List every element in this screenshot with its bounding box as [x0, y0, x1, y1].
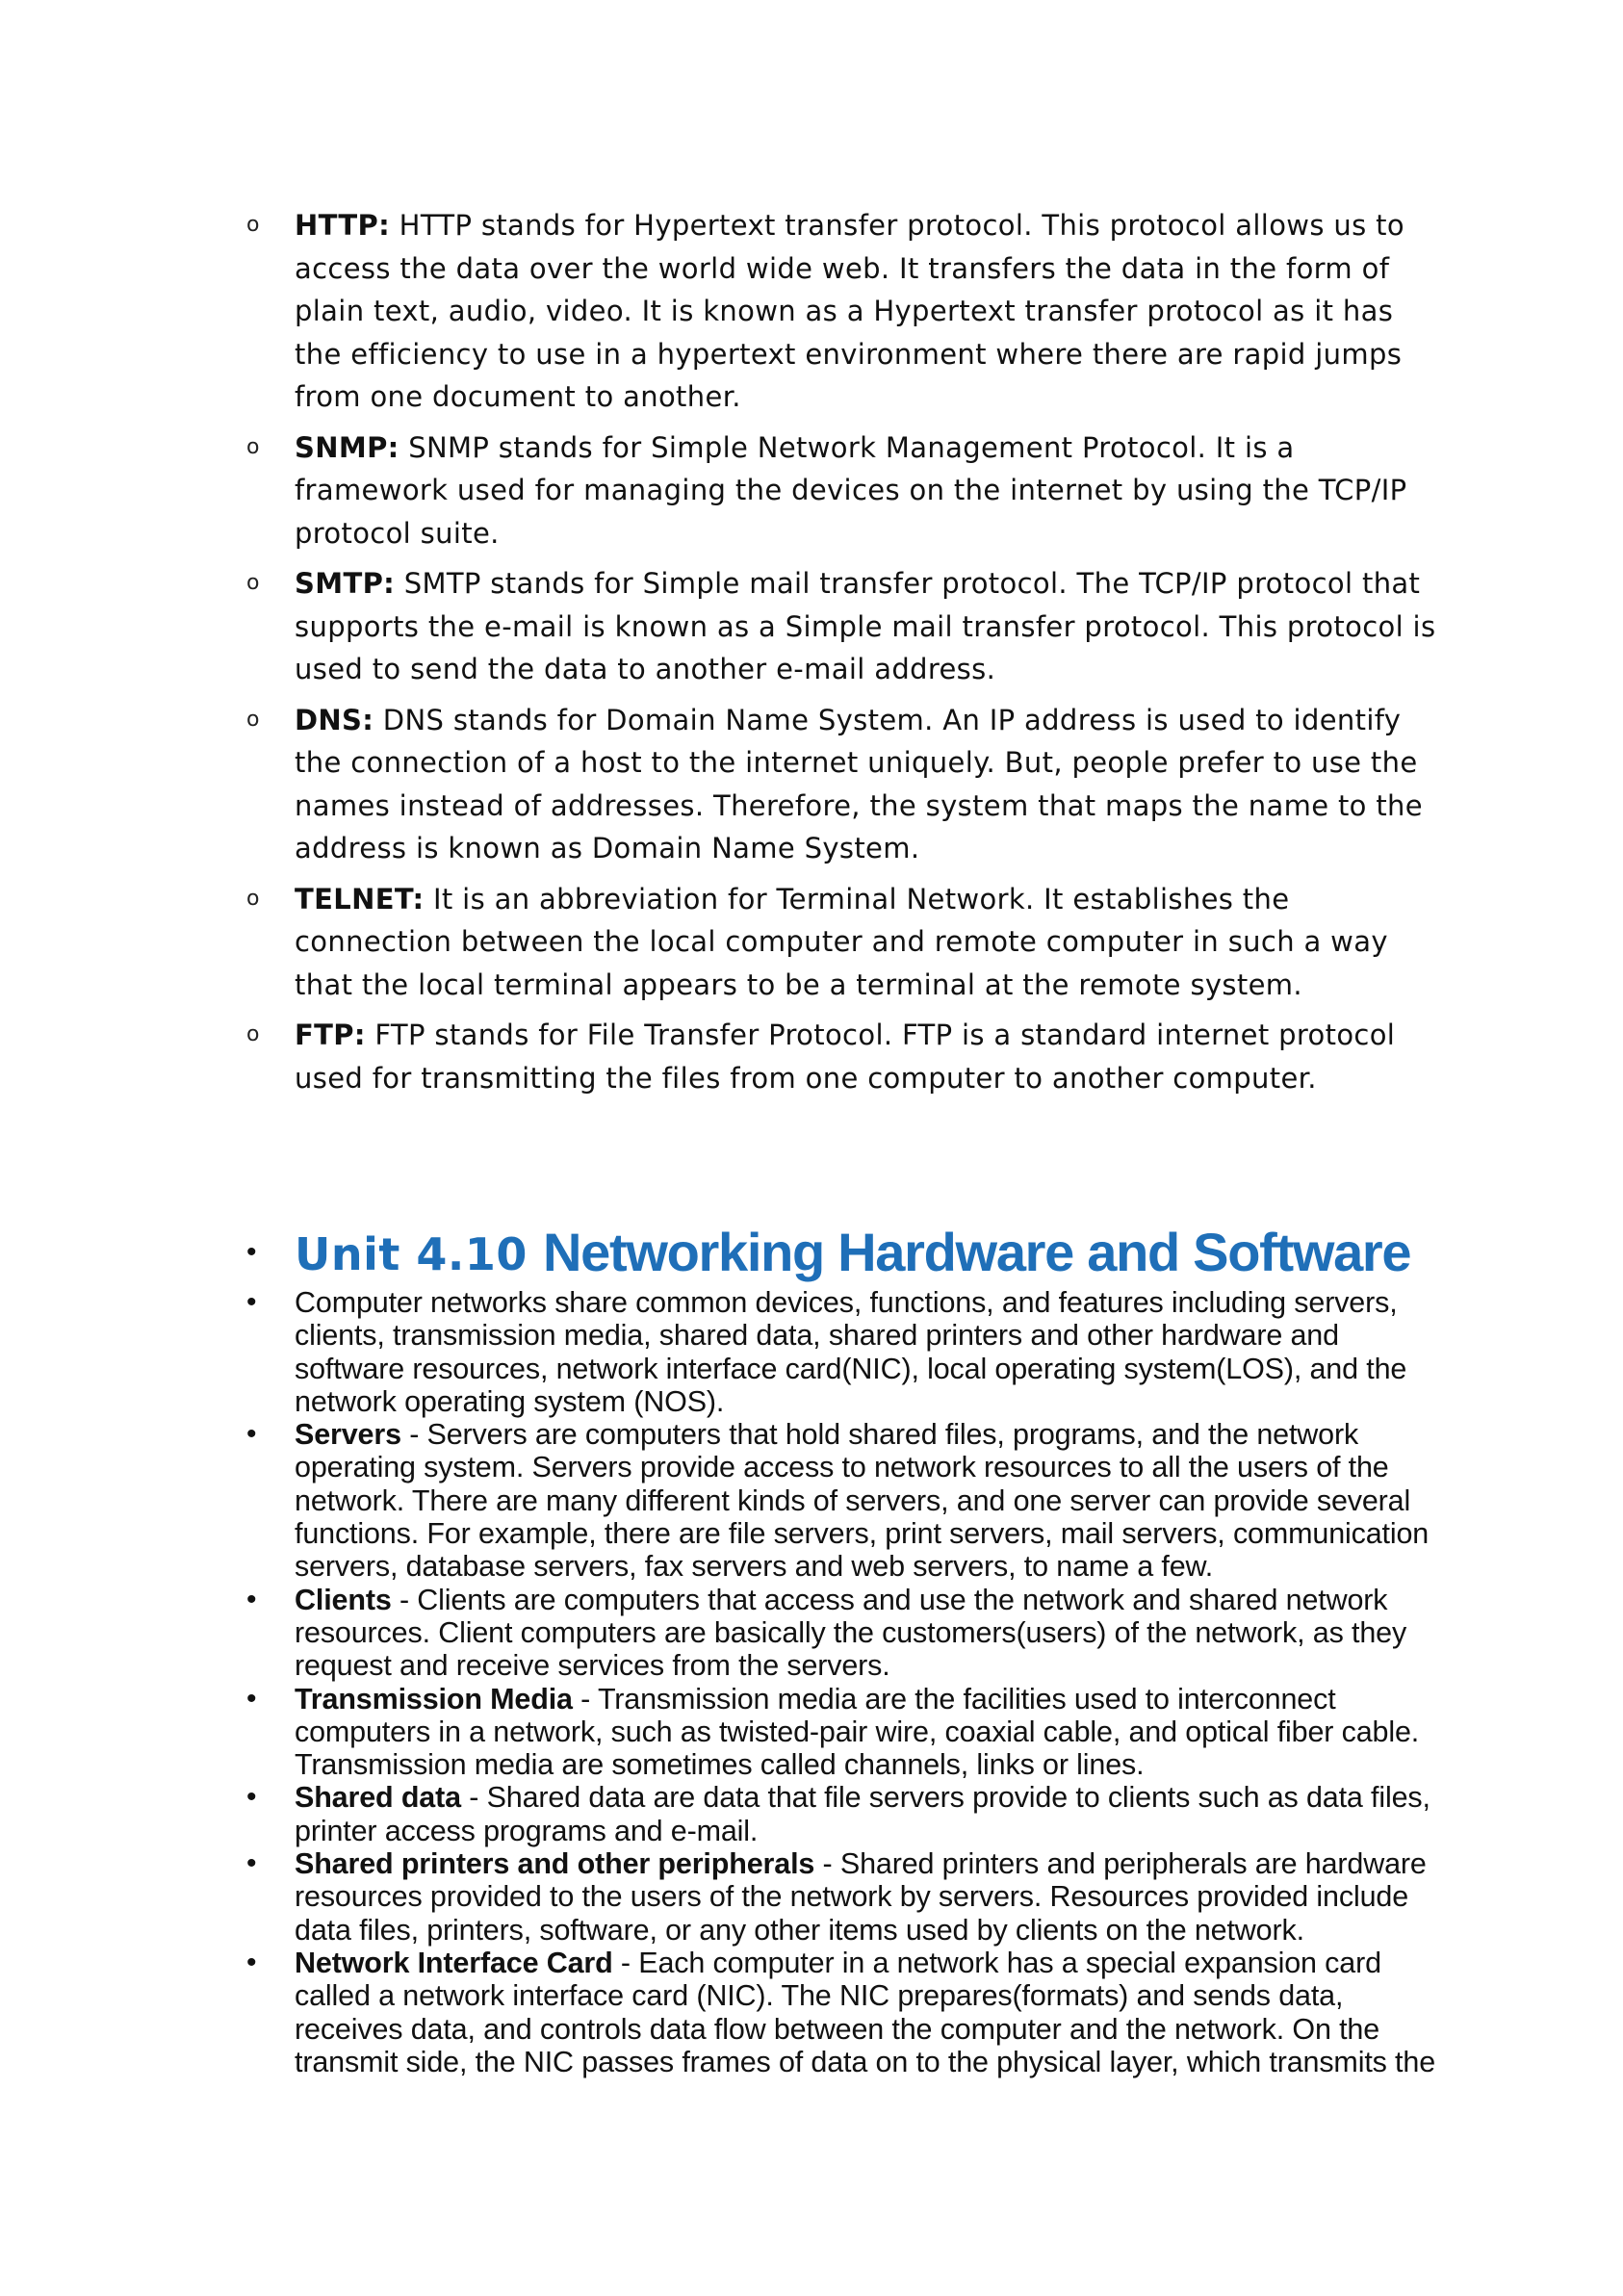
component-description: - Shared printers and peripherals are ha…	[295, 1847, 1427, 1947]
list-item: • Shared data - Shared data are data tha…	[246, 1781, 1450, 1847]
component-list: • Computer networks share common devices…	[246, 1286, 1450, 2078]
protocol-term: SNMP:	[295, 430, 399, 464]
protocol-description: SNMP stands for Simple Network Managemen…	[295, 430, 1407, 550]
protocol-term: FTP:	[295, 1019, 366, 1051]
list-item: o FTP: FTP stands for File Transfer Prot…	[246, 1014, 1440, 1099]
component-term: Network Interface Card	[295, 1946, 613, 1979]
component-term: Servers	[295, 1418, 401, 1452]
component-term: Shared printers and other peripherals	[295, 1847, 815, 1881]
component-description: - Clients are computers that access and …	[295, 1583, 1407, 1683]
list-item: o HTTP: HTTP stands for Hypertext transf…	[246, 204, 1440, 419]
bullet-icon: •	[246, 1286, 257, 1318]
protocol-term: HTTP:	[295, 209, 391, 242]
protocol-description: SMTP stands for Simple mail transfer pro…	[295, 567, 1436, 685]
component-term: Transmission Media	[295, 1682, 573, 1716]
protocol-description: HTTP stands for Hypertext transfer proto…	[295, 209, 1404, 413]
hollow-bullet-icon: o	[246, 707, 260, 732]
component-description: - Shared data are data that file servers…	[295, 1781, 1430, 1847]
list-item: o SMTP: SMTP stands for Simple mail tran…	[246, 562, 1440, 691]
component-description: - Transmission media are the facilities …	[295, 1682, 1420, 1782]
list-item: o DNS: DNS stands for Domain Name System…	[246, 699, 1440, 870]
bullet-icon: •	[246, 1583, 257, 1615]
list-item: o SNMP: SNMP stands for Simple Network M…	[246, 426, 1440, 555]
hollow-bullet-icon: o	[246, 213, 260, 237]
bullet-icon: •	[246, 1847, 257, 1880]
component-description: - Servers are computers that hold shared…	[295, 1418, 1430, 1584]
list-item: • Transmission Media - Transmission medi…	[246, 1683, 1450, 1782]
bullet-icon: •	[246, 1781, 257, 1814]
list-item: • Clients - Clients are computers that a…	[246, 1584, 1450, 1683]
component-term: Clients	[295, 1583, 392, 1616]
list-item: • Servers - Servers are computers that h…	[246, 1418, 1450, 1583]
list-item: • Network Interface Card - Each computer…	[246, 1947, 1450, 2078]
bullet-icon: •	[246, 1418, 257, 1451]
protocol-description: It is an abbreviation for Terminal Netwo…	[295, 882, 1388, 1001]
protocol-description: FTP stands for File Transfer Protocol. F…	[295, 1019, 1396, 1095]
protocol-term: DNS:	[295, 703, 374, 736]
component-description: - Each computer in a network has a speci…	[295, 1946, 1436, 2078]
bullet-icon: •	[246, 1236, 257, 1268]
hollow-bullet-icon: o	[246, 886, 260, 911]
unit-title: Networking Hardware and Software	[543, 1222, 1412, 1282]
bullet-icon: •	[246, 1682, 257, 1715]
protocol-term: SMTP:	[295, 567, 396, 600]
unit-number: Unit 4.10	[295, 1228, 528, 1280]
protocol-term: TELNET:	[295, 882, 425, 916]
component-term: Shared data	[295, 1781, 461, 1815]
bullet-icon: •	[246, 1946, 257, 1978]
hollow-bullet-icon: o	[246, 1022, 260, 1046]
list-item: o TELNET: It is an abbreviation for Term…	[246, 878, 1440, 1007]
protocol-description: DNS stands for Domain Name System. An IP…	[295, 703, 1423, 865]
list-item: • Computer networks share common devices…	[246, 1286, 1450, 1418]
hollow-bullet-icon: o	[246, 571, 260, 595]
unit-heading: • Unit 4.10 Networking Hardware and Soft…	[246, 1215, 1498, 1292]
protocol-list: o HTTP: HTTP stands for Hypertext transf…	[246, 204, 1440, 1107]
component-description: Computer networks share common devices, …	[295, 1286, 1407, 1418]
list-item: • Shared printers and other peripherals …	[246, 1847, 1450, 1947]
hollow-bullet-icon: o	[246, 434, 260, 459]
